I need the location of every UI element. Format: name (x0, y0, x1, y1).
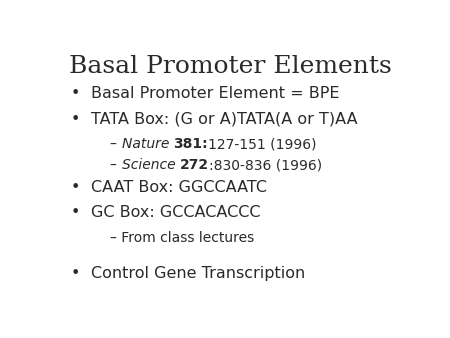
Text: GC Box: GCCACACCC: GC Box: GCCACACCC (91, 205, 261, 220)
Text: •: • (71, 266, 80, 282)
Text: – From class lectures: – From class lectures (110, 231, 255, 245)
Text: TATA Box: (G or A)TATA(A or T)AA: TATA Box: (G or A)TATA(A or T)AA (91, 112, 358, 127)
Text: Basal Promoter Element = BPE: Basal Promoter Element = BPE (91, 86, 340, 101)
Text: :830-836 (1996): :830-836 (1996) (209, 159, 322, 172)
Text: •: • (71, 86, 80, 101)
Text: CAAT Box: GGCCAATC: CAAT Box: GGCCAATC (91, 180, 267, 195)
Text: •: • (71, 112, 80, 127)
Text: –: – (110, 159, 122, 172)
Text: Nature: Nature (122, 137, 173, 151)
Text: •: • (71, 205, 80, 220)
Text: •: • (71, 180, 80, 195)
Text: 127-151 (1996): 127-151 (1996) (208, 137, 316, 151)
Text: 272: 272 (180, 159, 209, 172)
Text: Control Gene Transcription: Control Gene Transcription (91, 266, 306, 282)
Text: Science: Science (122, 159, 180, 172)
Text: –: – (110, 137, 122, 151)
Text: Basal Promoter Elements: Basal Promoter Elements (69, 55, 392, 78)
Text: 381:: 381: (173, 137, 208, 151)
